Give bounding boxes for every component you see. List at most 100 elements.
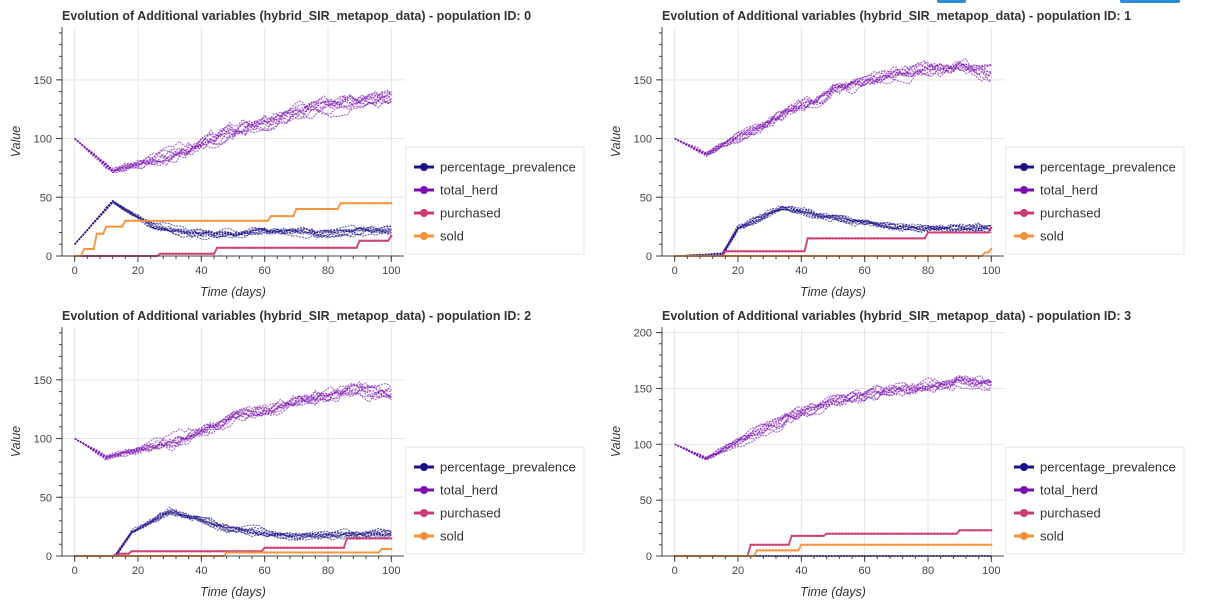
series-line	[674, 543, 992, 557]
legend-label: purchased	[1040, 506, 1101, 521]
data-point	[371, 202, 374, 205]
data-point	[330, 246, 333, 249]
data-point	[793, 549, 797, 552]
data-point	[323, 546, 326, 549]
data-point	[974, 231, 977, 234]
data-point	[238, 246, 241, 249]
toolbar-button-left[interactable]	[937, 0, 966, 3]
data-point	[269, 546, 273, 549]
toolbar-button-right[interactable]	[1120, 0, 1180, 3]
legend-item-purchased[interactable]: purchased	[1014, 206, 1101, 221]
data-point	[971, 231, 974, 234]
data-point	[898, 532, 901, 535]
data-point	[197, 219, 200, 222]
data-point	[904, 237, 907, 240]
data-point	[159, 252, 162, 255]
data-point	[955, 532, 958, 535]
data-point	[923, 543, 926, 546]
data-point	[117, 225, 121, 228]
data-point	[320, 207, 323, 211]
data-point	[336, 207, 339, 211]
legend-item-total_herd[interactable]: total_herd	[414, 183, 498, 198]
legend-item-purchased[interactable]: purchased	[414, 206, 501, 221]
x-tick-label: 100	[982, 565, 1000, 577]
legend-item-percentage_prevalence[interactable]: percentage_prevalence	[1014, 460, 1176, 475]
data-point	[364, 551, 368, 554]
legend-item-purchased[interactable]: purchased	[414, 506, 501, 521]
data-point	[276, 215, 279, 218]
data-point	[181, 550, 184, 553]
data-point	[266, 551, 269, 554]
data-point	[282, 551, 285, 554]
data-point	[212, 252, 216, 255]
data-point	[121, 552, 124, 555]
legend-item-sold[interactable]: sold	[1014, 229, 1064, 244]
data-point	[171, 252, 174, 255]
data-point	[339, 202, 342, 205]
legend-label: sold	[1040, 229, 1064, 244]
legend-item-sold[interactable]: sold	[414, 529, 464, 544]
data-point	[155, 550, 159, 553]
legend: percentage_prevalence total_herd purchased…	[405, 446, 585, 555]
data-point	[797, 549, 800, 552]
data-point	[987, 251, 990, 254]
legend-label: percentage_prevalence	[1040, 160, 1176, 175]
data-point	[380, 239, 383, 242]
legend-item-purchased[interactable]: purchased	[1014, 506, 1101, 521]
data-point	[225, 551, 228, 554]
data-point	[276, 546, 279, 549]
data-point	[806, 534, 809, 537]
grid	[662, 327, 1004, 557]
data-point	[114, 225, 117, 228]
data-point	[190, 550, 193, 553]
series-percentage_prevalence	[674, 205, 992, 257]
data-point	[983, 231, 987, 234]
data-point	[257, 219, 260, 222]
data-point	[311, 246, 314, 249]
legend-item-percentage_prevalence[interactable]: percentage_prevalence	[414, 460, 576, 475]
legend-item-total_herd[interactable]: total_herd	[1014, 483, 1098, 498]
legend-item-total_herd[interactable]: total_herd	[1014, 183, 1098, 198]
data-point	[203, 550, 206, 553]
data-point	[749, 543, 752, 546]
x-tick-label: 100	[382, 565, 400, 577]
data-point	[774, 250, 778, 253]
data-point	[241, 551, 244, 554]
data-point	[945, 231, 949, 234]
data-point	[159, 550, 162, 553]
data-point	[352, 551, 355, 554]
data-point	[127, 219, 130, 222]
data-point	[860, 532, 863, 535]
series-line	[74, 89, 392, 173]
data-point	[816, 543, 819, 546]
data-point	[390, 202, 393, 205]
legend-item-sold[interactable]: sold	[414, 229, 464, 244]
series-line	[74, 380, 392, 457]
data-point	[781, 543, 784, 546]
data-point	[184, 252, 187, 255]
data-point	[838, 543, 841, 546]
data-point	[936, 543, 939, 546]
legend-item-sold[interactable]: sold	[1014, 529, 1064, 544]
data-point	[885, 543, 888, 546]
data-point	[755, 250, 759, 253]
data-point	[95, 232, 98, 235]
legend-item-percentage_prevalence[interactable]: percentage_prevalence	[1014, 160, 1176, 175]
data-point	[368, 551, 371, 554]
legend-item-total_herd[interactable]: total_herd	[414, 483, 498, 498]
legend-item-percentage_prevalence[interactable]: percentage_prevalence	[414, 160, 576, 175]
grid	[62, 27, 404, 257]
data-point	[942, 532, 945, 535]
data-point	[304, 546, 307, 549]
legend-label: percentage_prevalence	[1040, 460, 1176, 475]
data-point	[936, 231, 939, 234]
data-point	[263, 246, 266, 249]
axes: 0 20 40 60 80 100 0 50 100 150	[34, 327, 404, 577]
data-point	[781, 549, 784, 552]
series-purchased	[73, 234, 393, 258]
data-point	[314, 546, 317, 549]
data-point	[377, 551, 380, 554]
y-tick-label: 100	[634, 439, 652, 451]
data-point	[863, 532, 866, 535]
data-point	[825, 237, 828, 240]
